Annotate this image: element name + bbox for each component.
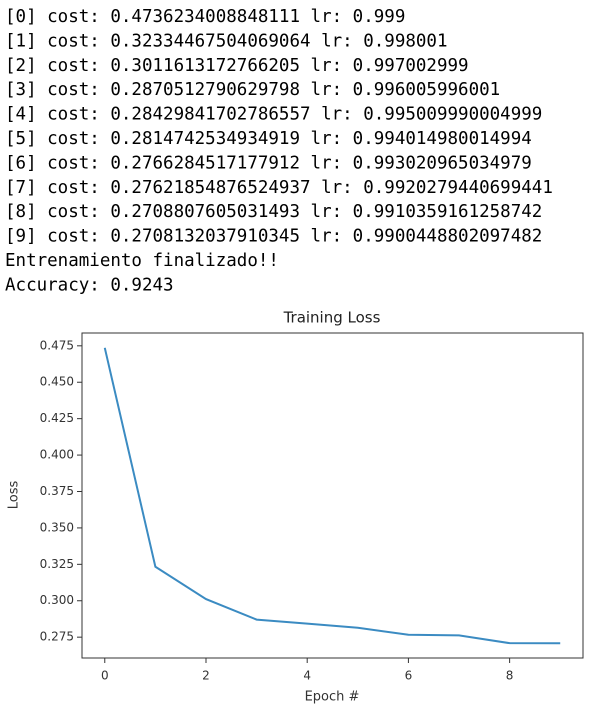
y-tick-label: 0.350 [40,520,74,534]
y-tick-label: 0.325 [40,557,74,571]
log-line: [8] cost: 0.2708807605031493 lr: 0.99103… [5,202,542,222]
log-line: [1] cost: 0.32334467504069064 lr: 0.9980… [5,31,448,51]
x-tick-label: 8 [506,669,514,683]
log-line: [3] cost: 0.2870512790629798 lr: 0.99600… [5,80,500,100]
log-line: [0] cost: 0.4736234008848111 lr: 0.999 [5,7,405,27]
y-tick-label: 0.375 [40,484,74,498]
log-line: [9] cost: 0.2708132037910345 lr: 0.99004… [5,227,542,247]
log-line: [5] cost: 0.2814742534934919 lr: 0.99401… [5,129,532,149]
y-tick-label: 0.300 [40,593,74,607]
log-line: [4] cost: 0.28429841702786557 lr: 0.9950… [5,105,542,125]
log-line: [6] cost: 0.2766284517177912 lr: 0.99302… [5,153,532,173]
log-line: Accuracy: 0.9243 [5,275,174,295]
log-line: [7] cost: 0.27621854876524937 lr: 0.9920… [5,178,553,198]
x-tick-label: 6 [405,669,413,683]
x-tick-label: 0 [101,669,109,683]
y-tick-label: 0.450 [40,375,74,389]
x-tick-label: 4 [303,669,311,683]
axes-frame [81,332,584,659]
log-line: [2] cost: 0.3011613172766205 lr: 0.99700… [5,56,469,76]
y-tick-label: 0.400 [40,448,74,462]
y-tick-label: 0.425 [40,411,74,425]
chart-title: Training Loss [283,309,381,327]
y-axis-label: Loss [7,481,22,510]
x-tick-label: 2 [202,669,210,683]
log-line: Entrenamiento finalizado!! [5,251,279,271]
y-tick-label: 0.475 [40,338,74,352]
y-tick-label: 0.275 [40,630,74,644]
loss-line [103,347,561,645]
x-axis-label: Epoch # [305,690,360,705]
